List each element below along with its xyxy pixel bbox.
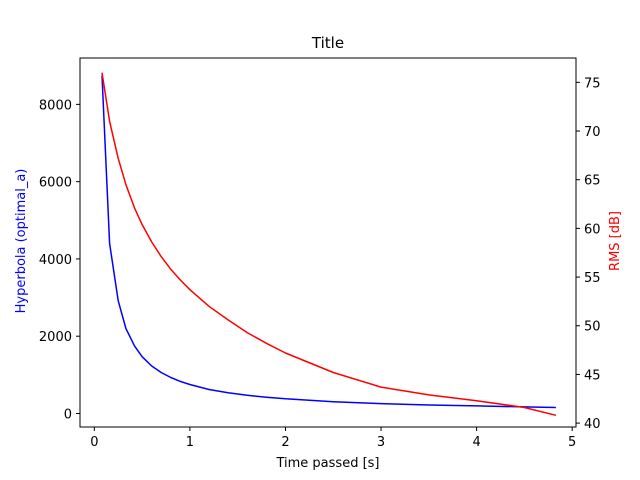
series-line-left [101,75,556,409]
x-tick-label: 3 [377,435,385,450]
right-y-axis: 40 45 50 55 60 65 70 75 [576,76,601,432]
right-y-tick-label: 70 [584,125,601,140]
right-y-tick-label: 55 [584,271,601,286]
left-y-tick-label: 4000 [39,253,72,268]
left-y-axis-label: Hyperbola (optimal_a) [14,169,29,314]
right-y-tick-label: 40 [584,417,601,432]
x-tick-label: 0 [90,435,98,450]
right-y-tick-label: 45 [584,368,601,383]
right-y-tick-label: 60 [584,222,601,237]
right-y-tick-label: 50 [584,320,601,335]
left-y-tick-label: 6000 [39,176,72,191]
x-tick-label: 4 [472,435,480,450]
right-y-tick-label: 65 [584,174,601,189]
x-tick-label: 1 [186,435,194,450]
plot-frame [79,57,577,428]
left-y-tick-label: 0 [64,407,72,422]
chart-title: Title [311,34,344,52]
left-y-tick-label: 2000 [39,330,72,345]
left-y-axis: 0 2000 4000 6000 8000 [39,98,80,422]
x-axis-label: Time passed [s] [275,456,379,471]
x-axis: 0 1 2 3 4 5 [90,427,576,450]
right-y-tick-label: 75 [584,76,601,91]
right-y-axis-label: RMS [dB] [608,211,623,271]
x-tick-label: 5 [568,435,576,450]
plot-area [101,72,557,417]
left-y-tick-label: 8000 [39,98,72,113]
x-tick-label: 2 [281,435,289,450]
series-line-right [101,72,557,417]
